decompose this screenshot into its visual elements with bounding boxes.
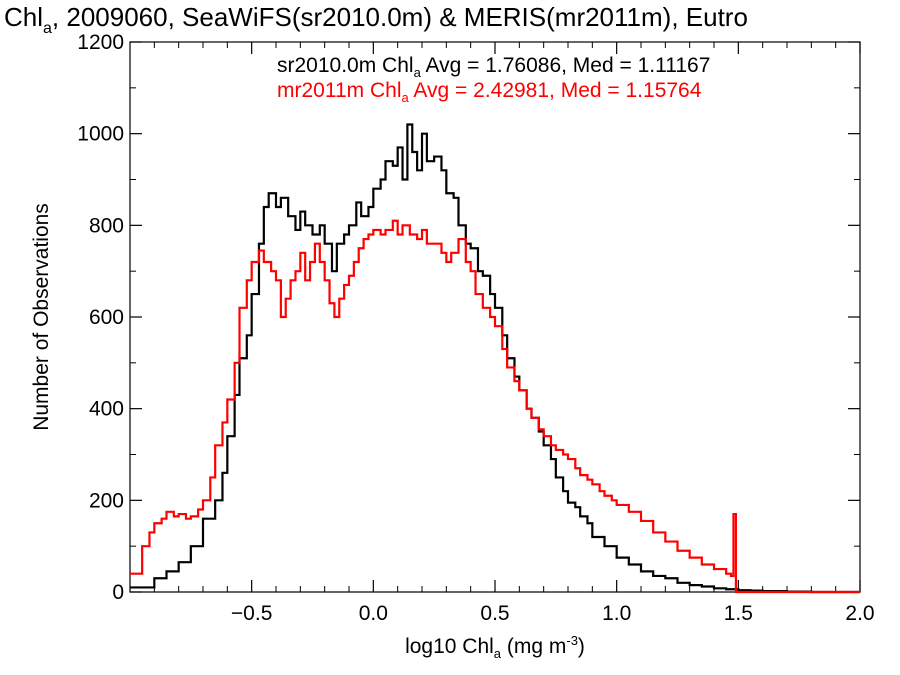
title-prefix: Chl [4,2,43,32]
title-rest: , 2009060, SeaWiFS(sr2010.0m) & MERIS(mr… [52,2,748,32]
series-layer [130,123,860,594]
legend-sr2010-prefix: sr2010.0m Chl [277,54,414,77]
legend-mr2011-subscript: a [401,90,409,105]
legend-sr2010-subscript: a [414,65,422,80]
legend-mr2011-stats: mr2011m Chla Avg = 2.42981, Med = 1.1576… [277,79,702,105]
y-tick-label: 400 [89,398,124,421]
x-tick-label: 1.5 [724,602,753,625]
y-tick-label: 0 [112,581,124,604]
xlabel-prefix: log10 Chl [405,635,494,658]
y-tick-label: 800 [89,214,124,237]
y-axis-label: Number of Observations [30,203,53,431]
xlabel-close: ) [578,635,585,658]
xlabel-rest: (mg m [501,635,566,658]
legend-mr2011-rest: Avg = 2.42981, Med = 1.15764 [409,79,702,102]
xlabel-superscript: -3 [566,633,578,648]
legend-sr2010-rest: Avg = 1.76086, Med = 1.11167 [421,54,711,77]
y-axis: 0 200 400 600 800 1000 1200 [77,31,860,604]
y-tick-label: 1200 [77,31,124,54]
xlabel-subscript: a [494,646,502,661]
x-tick-label: −0.5 [231,602,272,625]
legend-mr2011-prefix: mr2011m Chl [277,79,401,102]
x-axis-label: log10 Chla (mg m-3) [405,633,585,661]
chart-title: Chla, 2009060, SeaWiFS(sr2010.0m) & MERI… [4,2,748,37]
x-axis: −0.5 0.0 0.5 1.0 1.5 2.0 [153,42,875,625]
legend-sr2010-stats: sr2010.0m Chla Avg = 1.76086, Med = 1.11… [277,54,710,80]
x-tick-label: 1.0 [602,602,631,625]
y-tick-label: 200 [89,489,124,512]
x-tick-label: 0.0 [359,602,388,625]
x-tick-label: 0.5 [480,602,509,625]
series-line-sr2010-0m [130,123,860,594]
series-line-mr2011m [130,219,860,594]
y-tick-label: 1000 [77,123,124,146]
y-tick-label: 600 [89,306,124,329]
x-tick-label: 2.0 [845,602,874,625]
title-subscript: a [43,20,52,37]
